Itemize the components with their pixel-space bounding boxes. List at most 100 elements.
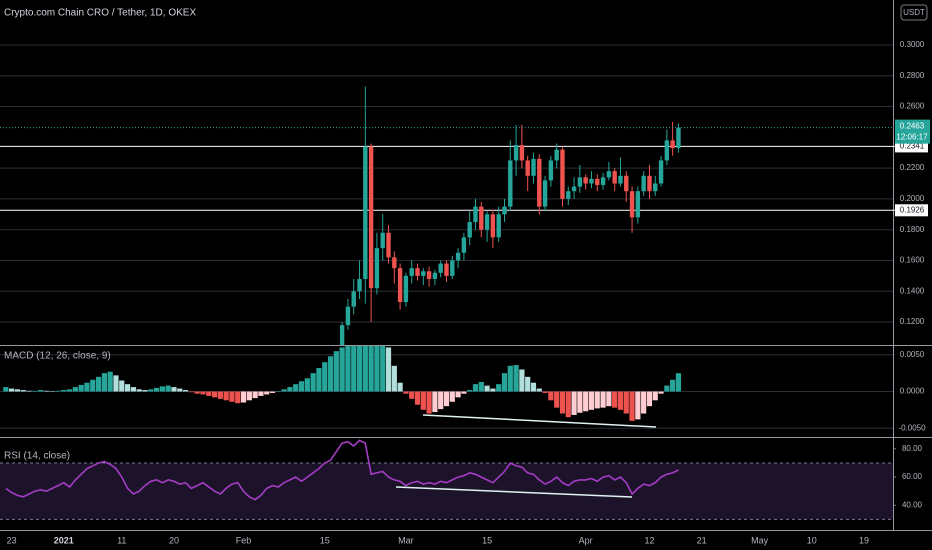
macd-bar [84,382,90,392]
macd-bar [443,391,450,407]
macd-bar [455,391,461,398]
candle-body [670,140,675,149]
macd-bar [501,373,508,392]
price-line-label: 0.1926 [900,205,925,214]
candle-body [589,178,594,184]
candle-body [635,191,641,218]
candle-body [455,252,461,261]
macd-bar [467,390,473,392]
candle-body [542,180,548,207]
candle-body [641,175,646,192]
y-tick-label: 0.1200 [900,317,925,326]
x-tick-label: Apr [579,535,593,545]
macd-bar [472,384,479,392]
candle-body [363,146,368,279]
macd-bar [496,384,502,392]
candle-body [432,272,438,279]
macd-bar [264,391,270,395]
candle-body [467,221,472,238]
macd-bar [298,381,305,392]
candle-body [554,149,559,161]
x-tick-label: 21 [697,535,707,545]
macd-bar [37,390,44,392]
macd-bar [119,380,125,392]
macd-bar [554,391,560,408]
candle-body [583,177,588,184]
x-tick-label: May [751,535,769,545]
candle-body [461,237,467,253]
macd-bar [165,385,171,392]
macd-bar [32,390,38,392]
price-line-label: 0.2341 [900,142,925,151]
macd-bar [542,391,548,393]
candle-body [595,178,600,186]
macd-bar [588,391,595,410]
macd-bar [72,387,78,392]
macd-bar [148,389,154,392]
candle-body [386,232,391,258]
macd-bar [113,375,119,392]
candle-body [624,175,629,192]
x-tick-label: Mar [398,535,414,545]
macd-bar [571,391,577,415]
x-tick-label: 19 [859,535,869,545]
macd-bar [577,391,583,413]
macd-bar [617,391,624,410]
macd-bar [414,391,421,405]
last-price-badge [895,119,930,144]
currency[interactable]: USDT [903,8,925,17]
macd-bar [130,387,136,392]
macd-bar [281,389,287,392]
candle-body [380,232,385,249]
macd-bar [635,391,641,420]
macd-bar [26,390,32,392]
candle-body [397,268,403,303]
macd-bar [438,391,444,410]
macd-bar [252,391,258,399]
currency-badge[interactable] [900,4,928,21]
macd-bar [246,391,252,401]
candle-body [612,171,617,184]
rsi-line [5,439,679,501]
candle-body [600,177,606,186]
macd-bar [403,391,409,394]
macd-bar [8,388,15,392]
macd-bar [101,373,107,392]
macd-bar [78,384,84,392]
candle-body [566,191,571,199]
macd-bar [333,351,339,392]
macd-bar [420,391,426,410]
macd-title: MACD (12, 26, close, 9) [4,351,111,362]
macd-bar [235,391,241,404]
x-tick-label: 20 [169,535,179,545]
candle-body [484,214,490,230]
x-tick-label: 12 [644,535,654,545]
macd-bar [559,391,566,414]
macd-bar [490,388,496,392]
macd-bar [142,390,148,392]
candle-body [653,183,658,192]
macd-bar [606,391,612,407]
y-tick-label: 80.00 [902,444,923,453]
x-tick-label: 15 [482,535,492,545]
macd-bar [188,391,194,393]
macd-bar [61,390,67,392]
candle-body [618,175,623,184]
macd-bar [478,381,484,392]
macd-bar [351,346,357,392]
candle-body [357,278,362,292]
candle-body [658,160,664,184]
macd-bar [362,346,368,392]
candle-body [676,127,681,149]
macd-bar [159,386,165,392]
y-tick-label: -0.0050 [898,423,926,432]
macd-bar [322,362,328,392]
macd-bar [484,385,490,392]
y-tick-label: 0.2600 [900,102,925,111]
y-tick-label: 0.1400 [900,286,925,295]
macd-bar [368,346,374,392]
macd-bar [20,390,26,392]
macd-bar [55,390,61,392]
macd-bar [583,391,589,412]
